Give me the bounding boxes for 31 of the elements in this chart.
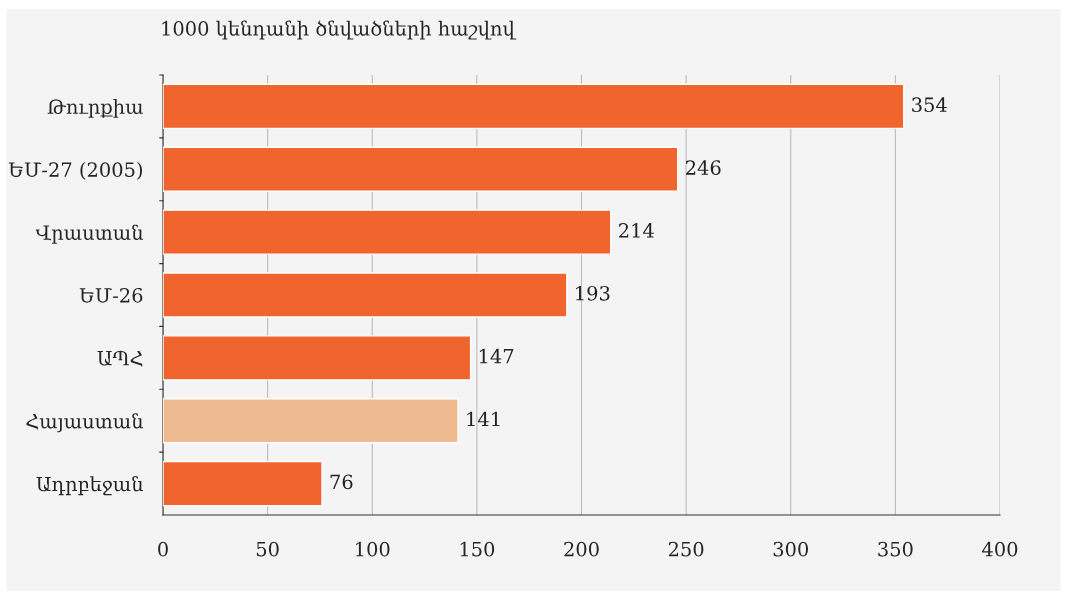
data-label: 354 — [912, 97, 947, 113]
y-tick-label: Հայաստան — [26, 413, 144, 433]
data-label: 193 — [576, 285, 610, 301]
data-label: 214 — [619, 223, 654, 238]
x-tick-label: 350 — [878, 541, 913, 557]
data-label: 141 — [467, 411, 500, 427]
y-tick-label: ԱՊՀ — [97, 350, 143, 367]
x-tick-label: 0 — [158, 541, 168, 557]
x-tick-label: 50 — [256, 541, 279, 557]
data-label: 76 — [330, 474, 353, 490]
y-tick-label: ԵՄ-26 — [79, 287, 143, 303]
y-tick-label: Թուրքիա — [47, 99, 143, 118]
x-tick-label: 200 — [564, 541, 599, 557]
bar — [163, 83, 905, 130]
y-tick-label: Ադրբեջան — [36, 476, 144, 496]
bar — [163, 209, 612, 255]
x-tick-label: 250 — [668, 541, 704, 557]
data-label: 147 — [479, 348, 514, 364]
bar — [163, 398, 459, 444]
x-tick-label: 400 — [982, 541, 1018, 557]
x-tick-label: 300 — [773, 541, 809, 557]
bar — [163, 146, 679, 192]
chart-title: 1000 կենդանի ծնվածների հաշվով — [162, 20, 517, 40]
bar — [163, 335, 472, 381]
bar — [163, 272, 568, 318]
bar — [163, 460, 323, 507]
y-tick-label: Վրաստան — [35, 224, 144, 244]
x-tick-label: 150 — [460, 541, 495, 557]
y-tick-label: ԵՄ-27 (2005) — [8, 161, 143, 180]
data-label: 246 — [686, 160, 721, 175]
x-tick-label: 100 — [356, 541, 390, 557]
